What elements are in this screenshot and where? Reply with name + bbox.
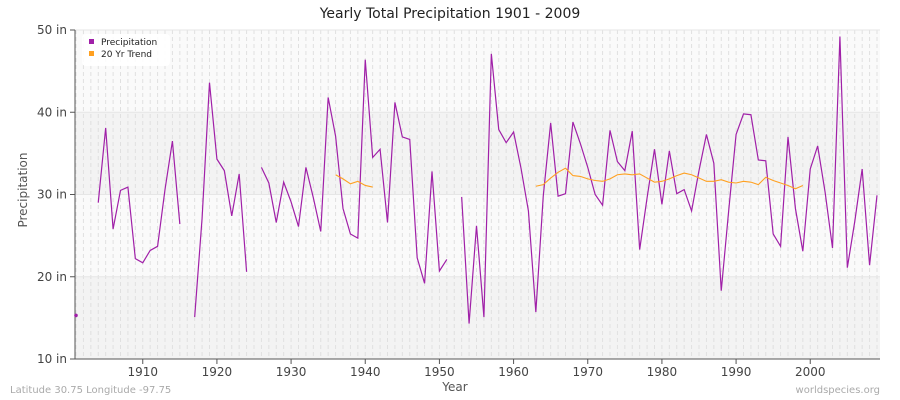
- y-tick-label: 30 in: [37, 188, 67, 202]
- legend-box: [82, 34, 170, 66]
- x-axis-label: Year: [442, 380, 468, 394]
- precipitation-line: [461, 36, 878, 324]
- y-tick-label: 10 in: [37, 352, 67, 366]
- x-tick-label: 1920: [202, 365, 233, 379]
- chart-title: Yearly Total Precipitation 1901 - 2009: [319, 6, 581, 22]
- trend-line: [535, 167, 804, 190]
- x-tick-label: 1930: [276, 365, 307, 379]
- precipitation-line: [260, 59, 448, 284]
- x-tick-label: 1970: [572, 365, 603, 379]
- precipitation-point: [74, 313, 78, 318]
- x-tick-label: 1910: [127, 365, 158, 379]
- legend: Precipitation 20 Yr Trend: [82, 34, 170, 66]
- legend-swatch-precipitation: [89, 39, 94, 44]
- legend-label-precipitation: Precipitation: [101, 38, 157, 48]
- precipitation-line: [97, 127, 181, 264]
- plot-band: [75, 112, 880, 195]
- legend-swatch-trend: [89, 51, 94, 56]
- x-tick-label: 1980: [647, 365, 678, 379]
- y-tick-label: 50 in: [37, 23, 67, 37]
- x-tick-label: 1990: [721, 365, 752, 379]
- x-tick-label: 2000: [795, 365, 826, 379]
- legend-label-trend: 20 Yr Trend: [101, 50, 152, 60]
- trend-line: [335, 174, 373, 188]
- y-tick-label: 40 in: [37, 105, 67, 119]
- location-caption: Latitude 30.75 Longitude -97.75: [10, 385, 172, 396]
- x-tick-label: 1950: [424, 365, 455, 379]
- plot-band: [75, 276, 880, 359]
- y-tick-label: 20 in: [37, 270, 67, 284]
- source-caption: worldspecies.org: [795, 385, 880, 396]
- y-axis-label: Precipitation: [16, 152, 30, 228]
- precipitation-line: [194, 82, 248, 318]
- x-tick-label: 1960: [498, 365, 529, 379]
- x-tick-label: 1940: [350, 365, 381, 379]
